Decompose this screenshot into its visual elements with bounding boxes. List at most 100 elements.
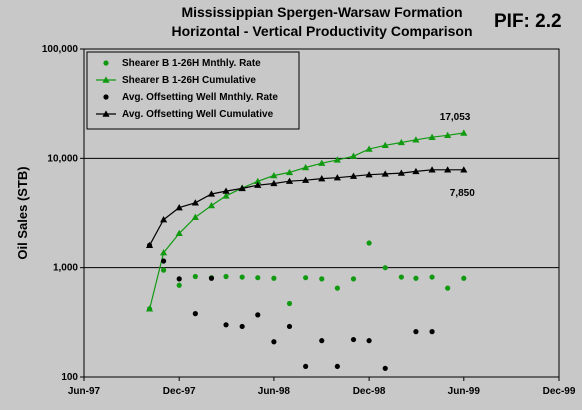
data-point bbox=[333, 156, 341, 163]
data-point bbox=[255, 312, 261, 318]
data-point bbox=[255, 275, 261, 281]
legend-marker bbox=[103, 94, 109, 100]
y-tick-label: 1,000 bbox=[53, 263, 78, 274]
series-2 bbox=[146, 242, 435, 371]
data-point bbox=[176, 276, 182, 282]
data-point bbox=[223, 273, 229, 280]
data-point bbox=[239, 323, 245, 330]
data-point bbox=[254, 181, 262, 188]
data-point bbox=[334, 363, 340, 370]
data-point bbox=[366, 338, 372, 344]
data-point bbox=[429, 329, 435, 335]
data-point bbox=[413, 329, 419, 335]
y-tick-label: 100,000 bbox=[42, 44, 79, 55]
data-point bbox=[382, 365, 388, 371]
x-axis: Jun-97 Dec-97 Jun-98 Dec-98 Jun-99 Dec-99 bbox=[68, 377, 576, 397]
data-point bbox=[176, 282, 182, 288]
data-point bbox=[428, 166, 436, 173]
data-point bbox=[397, 138, 405, 146]
data-point bbox=[207, 201, 216, 209]
series-layer bbox=[145, 129, 468, 371]
data-point bbox=[413, 275, 419, 281]
data-point bbox=[381, 170, 389, 177]
data-point bbox=[145, 241, 154, 249]
legend-label: Avg. Offsetting Well Mnthly. Rate bbox=[122, 92, 278, 103]
data-point bbox=[303, 363, 309, 370]
data-point bbox=[365, 145, 373, 152]
y-axis-label: Oil Sales (STB) bbox=[15, 166, 30, 259]
data-point bbox=[445, 285, 451, 291]
legend-label: Shearer B 1-26H Cumulative bbox=[122, 75, 256, 86]
legend-box bbox=[86, 51, 300, 130]
legend-marker bbox=[102, 76, 110, 83]
data-point bbox=[254, 177, 262, 185]
data-point bbox=[238, 184, 246, 192]
data-point bbox=[381, 141, 389, 149]
data-point bbox=[271, 339, 277, 345]
plot-area bbox=[83, 48, 560, 378]
data-point bbox=[191, 199, 199, 206]
x-tick-label: Dec-98 bbox=[353, 386, 386, 397]
data-point bbox=[350, 336, 357, 343]
data-point bbox=[285, 168, 294, 176]
data-point bbox=[460, 166, 468, 173]
data-point bbox=[334, 285, 340, 291]
data-point bbox=[460, 129, 468, 136]
data-point bbox=[270, 171, 278, 179]
series-0 bbox=[146, 240, 467, 312]
data-point bbox=[461, 275, 467, 281]
chart-subtitle: Horizontal - Vertical Productivity Compa… bbox=[171, 23, 472, 39]
data-point bbox=[444, 166, 452, 173]
data-point bbox=[365, 171, 373, 178]
data-point bbox=[285, 177, 294, 184]
x-tick-label: Dec-99 bbox=[543, 386, 576, 397]
x-tick-label: Jun-99 bbox=[448, 386, 481, 397]
data-point bbox=[333, 174, 341, 181]
annotation-label: 17,053 bbox=[440, 112, 471, 123]
data-point bbox=[302, 163, 310, 171]
data-point bbox=[319, 338, 325, 344]
data-point bbox=[318, 175, 326, 182]
data-point bbox=[286, 323, 293, 330]
x-tick-label: Jun-98 bbox=[258, 386, 291, 397]
data-point bbox=[412, 136, 420, 143]
data-point bbox=[397, 169, 405, 176]
data-point bbox=[192, 311, 198, 317]
data-point bbox=[208, 275, 215, 281]
data-point bbox=[175, 204, 183, 211]
data-point bbox=[160, 249, 168, 256]
data-point bbox=[349, 152, 358, 159]
series-1 bbox=[145, 129, 468, 312]
data-point bbox=[191, 213, 199, 220]
data-point bbox=[271, 275, 277, 281]
data-point bbox=[161, 267, 167, 273]
x-tick-label: Dec-97 bbox=[163, 386, 196, 397]
legend-marker bbox=[102, 110, 110, 117]
data-point bbox=[350, 276, 357, 282]
data-point bbox=[444, 131, 452, 139]
data-point bbox=[222, 192, 230, 199]
x-tick-label: Jun-97 bbox=[68, 386, 101, 397]
data-point bbox=[398, 274, 404, 280]
data-point bbox=[319, 276, 325, 282]
legend-label: Avg. Offsetting Well Cumulative bbox=[122, 109, 274, 120]
y-tick-label: 100 bbox=[61, 372, 78, 383]
data-point bbox=[160, 216, 168, 223]
data-point bbox=[428, 133, 436, 140]
annotation-label: 7,850 bbox=[450, 188, 475, 199]
data-point bbox=[286, 300, 293, 307]
pif-badge: PIF: 2.2 bbox=[494, 11, 562, 32]
data-point bbox=[349, 172, 358, 179]
data-point bbox=[270, 179, 278, 187]
data-point bbox=[318, 159, 326, 166]
data-point bbox=[302, 176, 310, 183]
data-point bbox=[175, 229, 183, 237]
y-tick-label: 10,000 bbox=[47, 153, 78, 164]
chart-title: Mississippian Spergen-Warsaw Formation bbox=[181, 4, 462, 20]
data-point bbox=[161, 258, 167, 264]
y-axis: 100 1,000 10,000 100,000 bbox=[42, 44, 84, 383]
data-point bbox=[239, 274, 245, 280]
gridlines bbox=[84, 157, 559, 269]
data-point bbox=[145, 305, 154, 312]
